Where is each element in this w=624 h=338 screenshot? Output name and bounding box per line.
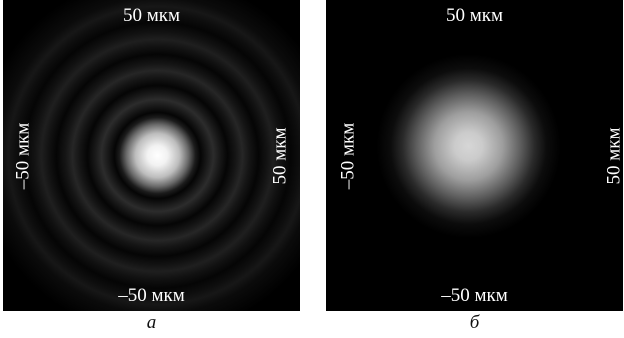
panel-b-top-label: 50 мкм	[445, 5, 504, 26]
panel-a-caption: а	[146, 312, 157, 333]
panel-a-bottom-label: –50 мкм	[118, 285, 185, 306]
panel-b-caption: б	[469, 312, 480, 333]
panel-b-image: 50 мкм –50 мкм –50 мкм 50 мкм	[326, 0, 623, 311]
diffraction-ring-pattern	[3, 0, 300, 311]
gaussian-spot-pattern	[326, 0, 623, 311]
panel-a-left-label: –50 мкм	[12, 122, 34, 189]
panel-b-right-label: 50 мкм	[603, 126, 624, 185]
panel-a-image: 50 мкм –50 мкм –50 мкм 50 мкм	[3, 0, 300, 311]
panel-b-bottom-label: –50 мкм	[441, 285, 508, 306]
panel-a-top-label: 50 мкм	[122, 5, 181, 26]
panel-a-right-label: 50 мкм	[269, 126, 291, 185]
panel-b-left-label: –50 мкм	[337, 122, 359, 189]
